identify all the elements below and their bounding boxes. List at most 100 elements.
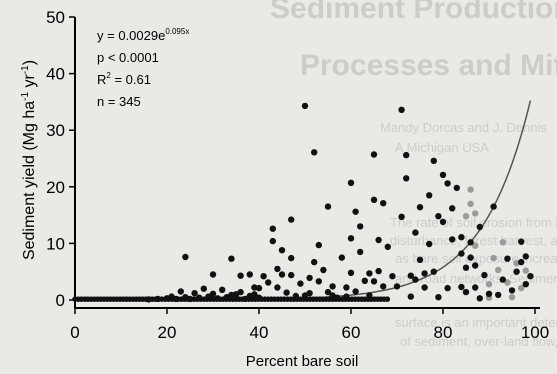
data-point — [306, 290, 313, 297]
data-point — [518, 258, 525, 266]
data-point — [269, 237, 276, 245]
data-point — [458, 250, 465, 257]
y-tick-label: 10 — [46, 234, 65, 253]
data-point — [522, 253, 529, 260]
data-point — [444, 284, 451, 292]
bleed-through-line: The rate of soil erosion from bare areas… — [390, 215, 557, 230]
data-point — [430, 268, 437, 275]
bleed-through-line: Sediment Production and Transport — [270, 0, 557, 25]
bleed-through-text: Sediment Production and Transport Process… — [270, 0, 557, 349]
data-point — [324, 203, 332, 210]
bleed-through-line: A Michigan USA — [395, 140, 489, 155]
data-point — [228, 255, 235, 262]
data-point — [366, 292, 373, 299]
data-point — [352, 208, 359, 215]
n-text: n = 345 — [97, 94, 141, 109]
data-point — [421, 284, 428, 291]
grey-data-point — [467, 200, 474, 207]
bleed-through-line: surface is an important determinant of s… — [395, 315, 557, 330]
grey-data-point — [522, 267, 529, 274]
data-point — [403, 175, 410, 182]
y-axis-label: Sediment yield (Mg ha-1 yr-1) — [20, 60, 38, 260]
data-point — [426, 192, 433, 199]
data-point — [329, 283, 336, 290]
data-point — [343, 293, 350, 300]
data-point — [297, 280, 304, 287]
data-point — [242, 295, 249, 303]
data-point — [237, 272, 244, 279]
data-point — [444, 180, 451, 187]
data-point — [209, 290, 217, 297]
data-point — [347, 179, 355, 186]
data-point — [393, 283, 401, 290]
data-point — [205, 293, 212, 300]
data-point — [186, 295, 194, 303]
bleed-through-line: Processes and Mitigation — [300, 49, 557, 82]
data-point — [361, 277, 368, 284]
data-point — [384, 243, 391, 250]
x-axis-label: Percent bare soil — [246, 353, 359, 370]
equation-text: y = 0.0029e0.095x — [97, 27, 189, 43]
grey-data-point — [467, 186, 474, 193]
data-point — [518, 238, 525, 245]
data-point — [357, 248, 364, 256]
data-point — [255, 284, 263, 292]
data-point — [407, 272, 414, 279]
y-tick-label: 30 — [46, 121, 65, 140]
grey-data-point — [518, 284, 525, 292]
data-point — [389, 273, 396, 280]
data-point — [191, 290, 198, 297]
data-point — [504, 255, 511, 262]
data-point — [481, 271, 488, 279]
data-point — [177, 288, 184, 295]
data-point — [370, 278, 378, 285]
data-point — [380, 200, 387, 207]
data-point — [288, 216, 295, 223]
data-point — [301, 102, 309, 110]
data-point — [246, 271, 253, 278]
data-point — [366, 270, 373, 277]
data-point — [476, 295, 483, 302]
data-point — [209, 271, 217, 278]
equation-exponent: 0.095x — [165, 27, 189, 36]
data-point — [278, 247, 286, 254]
data-point — [522, 281, 529, 288]
data-points — [72, 102, 534, 303]
data-point — [173, 295, 180, 303]
x-tick-label: 60 — [342, 323, 361, 342]
y-tick-label: 0 — [56, 291, 65, 310]
data-point — [435, 294, 442, 301]
data-point — [439, 171, 447, 179]
data-point — [260, 273, 267, 280]
data-point — [462, 264, 470, 271]
data-point — [200, 285, 207, 292]
data-point — [145, 296, 152, 303]
data-point — [274, 265, 281, 273]
data-point — [320, 266, 327, 274]
data-point — [449, 236, 456, 243]
data-point — [315, 241, 322, 249]
grey-data-point — [495, 266, 502, 274]
data-point — [416, 256, 424, 263]
data-point — [495, 291, 502, 299]
data-point — [485, 290, 493, 297]
data-point — [269, 225, 276, 232]
data-point — [398, 213, 405, 220]
data-point — [472, 284, 479, 291]
data-point — [467, 254, 474, 261]
data-point — [476, 223, 483, 231]
data-point — [288, 254, 295, 262]
bleed-through-line: and road networks. Sediment source studi… — [395, 271, 557, 286]
data-point — [430, 157, 437, 164]
data-point — [343, 284, 350, 291]
data-point — [214, 295, 221, 302]
data-point — [412, 276, 419, 283]
data-point — [499, 276, 506, 283]
data-point — [490, 203, 497, 210]
data-point — [154, 295, 161, 303]
data-point — [196, 294, 203, 301]
data-point — [219, 286, 226, 293]
data-point — [416, 204, 424, 211]
data-point — [274, 284, 281, 291]
